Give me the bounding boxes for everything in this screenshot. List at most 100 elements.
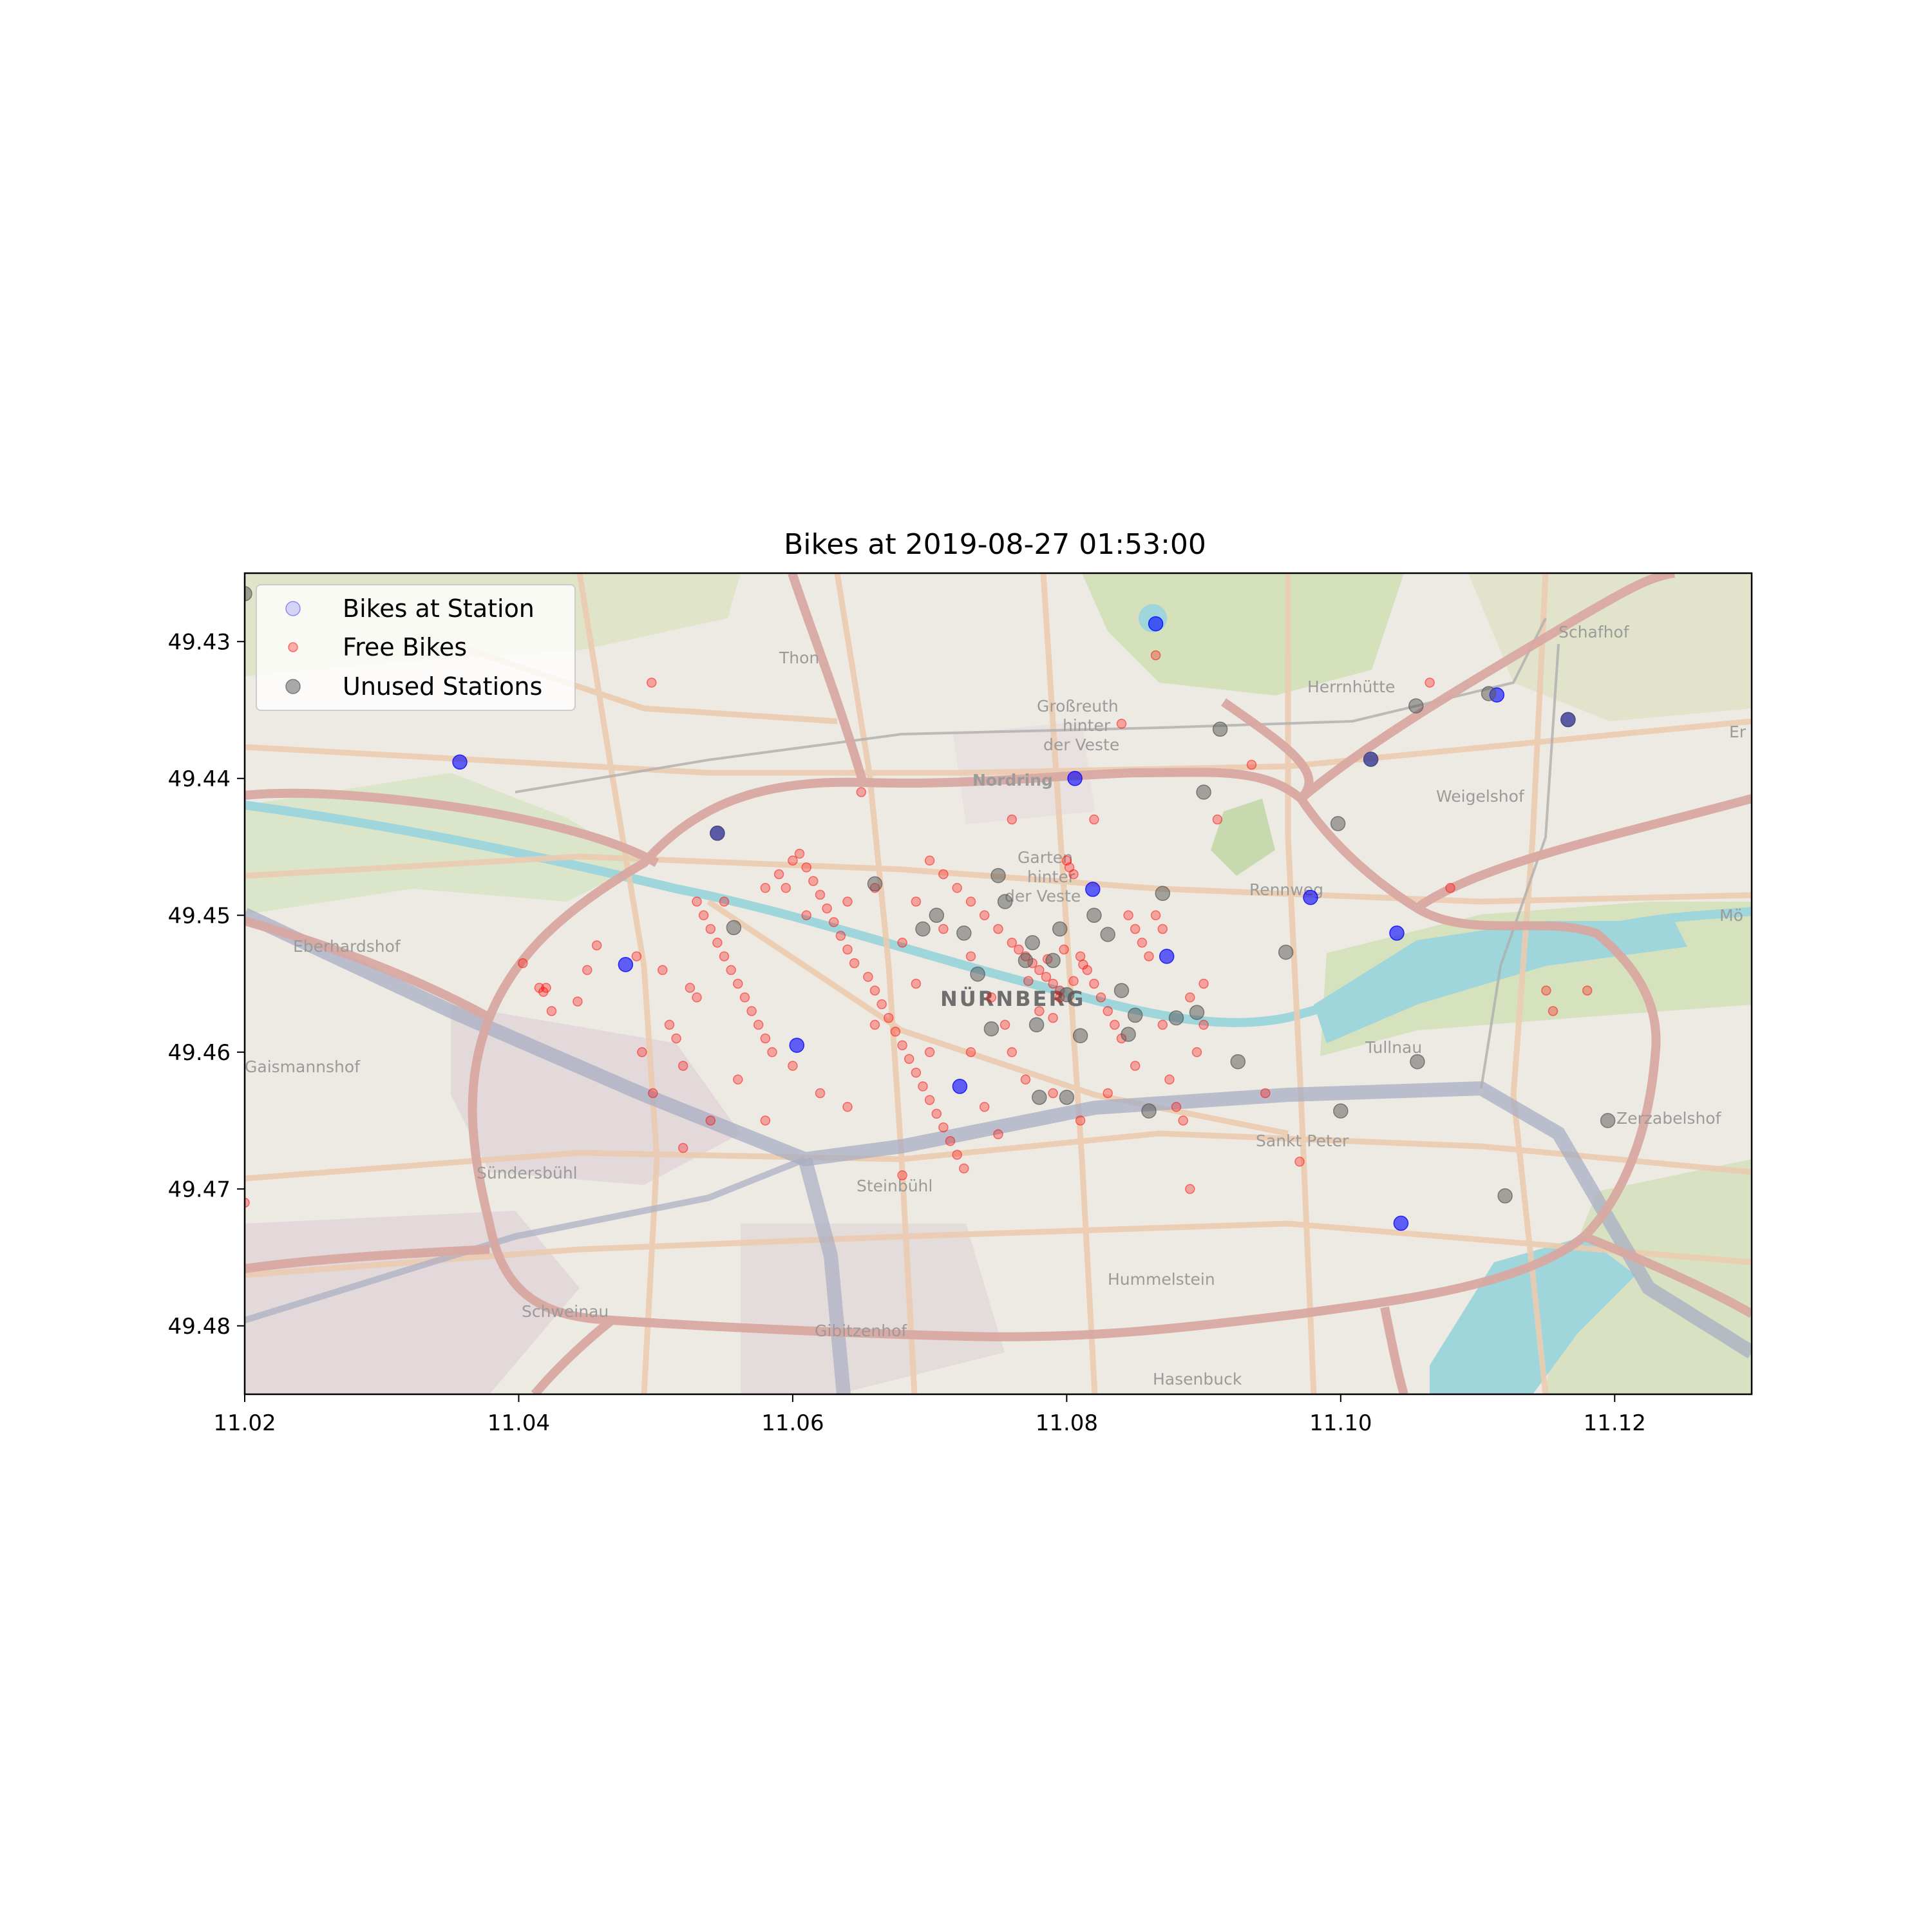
point-free-bikes-6 [591, 940, 602, 951]
point-free-bikes-77 [1095, 992, 1106, 1003]
point-bikes-at-station-5 [1067, 771, 1083, 786]
point-unused-stations-3 [990, 867, 1006, 884]
point-free-bikes-114 [842, 896, 853, 907]
map-label-hasenbuck: Hasenbuck [1153, 1370, 1242, 1388]
point-free-bikes-42 [863, 972, 873, 982]
point-unused-stations-8 [970, 966, 985, 982]
point-unused-stations-36 [1410, 1054, 1425, 1070]
point-free-bikes-128 [1020, 1074, 1031, 1085]
point-free-bikes-41 [856, 787, 867, 797]
point-free-bikes-111 [719, 896, 730, 907]
point-free-bikes-51 [924, 1095, 935, 1105]
point-free-bikes-37 [828, 917, 839, 927]
y-tick-label-0: 49.43 [168, 629, 231, 655]
point-free-bikes-7 [518, 958, 528, 969]
point-unused-stations-35 [1408, 698, 1424, 714]
point-free-bikes-49 [911, 1067, 922, 1078]
lake-southeast [1430, 1236, 1636, 1394]
point-free-bikes-143 [1048, 1012, 1058, 1023]
point-free-bikes-131 [1103, 1088, 1113, 1099]
point-unused-stations-22 [1121, 1027, 1136, 1042]
point-free-bikes-110 [692, 992, 702, 1003]
point-free-bikes-20 [712, 938, 723, 948]
point-unused-stations-14 [1059, 987, 1075, 1003]
point-bikes-at-station-14 [1393, 1215, 1409, 1231]
point-unused-stations-31 [1278, 944, 1294, 960]
x-tick-label-1: 11.04 [488, 1410, 550, 1436]
point-free-bikes-99 [1150, 650, 1161, 661]
point-free-bikes-117 [938, 923, 949, 934]
point-free-bikes-50 [918, 1081, 928, 1092]
point-free-bikes-127 [965, 1047, 976, 1057]
point-free-bikes-146 [1078, 960, 1088, 970]
point-unused-stations-28 [1196, 784, 1211, 800]
legend-marker-free-bikes [288, 642, 298, 652]
point-unused-stations-32 [1330, 816, 1346, 831]
point-free-bikes-120 [999, 1019, 1010, 1030]
map-label-schafhof: Schafhof [1558, 623, 1630, 641]
lake-east [1314, 921, 1687, 1043]
point-free-bikes-44 [876, 999, 887, 1010]
point-free-bikes-11 [648, 1088, 658, 1099]
point-unused-stations-30 [1230, 1054, 1246, 1070]
map-label-sankt-peter: Sankt Peter [1256, 1132, 1349, 1150]
map-label-garten-3: der Veste [1005, 887, 1081, 905]
point-unused-stations-38 [1560, 712, 1576, 728]
legend-label-unused-stations: Unused Stations [343, 672, 542, 701]
point-free-bikes-130 [1075, 1115, 1086, 1126]
point-free-bikes-25 [746, 1006, 757, 1016]
point-free-bikes-100 [1007, 814, 1018, 825]
point-free-bikes-135 [1198, 1019, 1209, 1030]
point-unused-stations-33 [1333, 1103, 1349, 1119]
point-free-bikes-88 [1171, 1102, 1182, 1112]
point-free-bikes-106 [760, 1115, 771, 1126]
point-free-bikes-125 [911, 978, 922, 989]
point-free-bikes-5 [582, 965, 592, 976]
point-free-bikes-32 [794, 848, 805, 859]
point-free-bikes-82 [1130, 923, 1141, 934]
point-free-bikes-138 [1548, 1006, 1558, 1016]
point-free-bikes-149 [1023, 976, 1034, 987]
point-unused-stations-37 [1481, 686, 1497, 701]
point-bikes-at-station-3 [789, 1037, 805, 1053]
x-tick-label-2: 11.06 [761, 1410, 824, 1436]
point-free-bikes-145 [1068, 976, 1079, 987]
point-free-bikes-116 [911, 896, 922, 907]
point-unused-stations-23 [1127, 1007, 1143, 1023]
y-axis: 49.43 49.44 49.45 49.46 49.47 49.48 [168, 629, 245, 1340]
point-free-bikes-134 [1185, 992, 1195, 1003]
point-bikes-at-station-9 [1303, 889, 1318, 905]
point-free-bikes-27 [760, 1033, 771, 1044]
point-free-bikes-62 [993, 923, 1003, 934]
point-free-bikes-81 [1123, 910, 1133, 921]
point-free-bikes-33 [801, 862, 811, 873]
point-bikes-at-station-4 [952, 1079, 968, 1094]
park-north [1082, 573, 1404, 696]
point-unused-stations-40 [1600, 1113, 1616, 1128]
point-free-bikes-8 [647, 677, 657, 688]
point-bikes-at-station-0 [452, 754, 468, 770]
point-free-bikes-38 [835, 931, 846, 941]
point-free-bikes-57 [924, 855, 935, 866]
y-tick-label-4: 49.47 [168, 1177, 231, 1202]
point-free-bikes-23 [733, 978, 743, 989]
point-unused-stations-0 [710, 826, 725, 841]
map-label-nurnberg: NÜRNBERG [940, 987, 1085, 1011]
legend-box [256, 584, 576, 711]
map-label-steinbuhl: Steinbühl [857, 1177, 933, 1195]
map-label-grossreuth-2: hinter [1063, 716, 1111, 735]
major-roads [245, 573, 1752, 1394]
point-free-bikes-46 [890, 1027, 901, 1037]
point-free-bikes-2 [541, 983, 551, 993]
map-label-nordring: Nordring [972, 771, 1053, 790]
map-label-tullnau: Tullnau [1365, 1038, 1422, 1057]
point-unused-stations-9 [983, 1021, 999, 1037]
map-label-schweinau: Schweinau [522, 1302, 609, 1321]
point-free-bikes-39 [842, 944, 853, 955]
point-free-bikes-113 [801, 910, 811, 921]
point-unused-stations-6 [929, 907, 945, 923]
point-free-bikes-53 [938, 1122, 949, 1133]
point-free-bikes-109 [677, 1142, 688, 1153]
point-bikes-at-station-10 [1389, 925, 1405, 941]
point-free-bikes-139 [1582, 985, 1593, 996]
